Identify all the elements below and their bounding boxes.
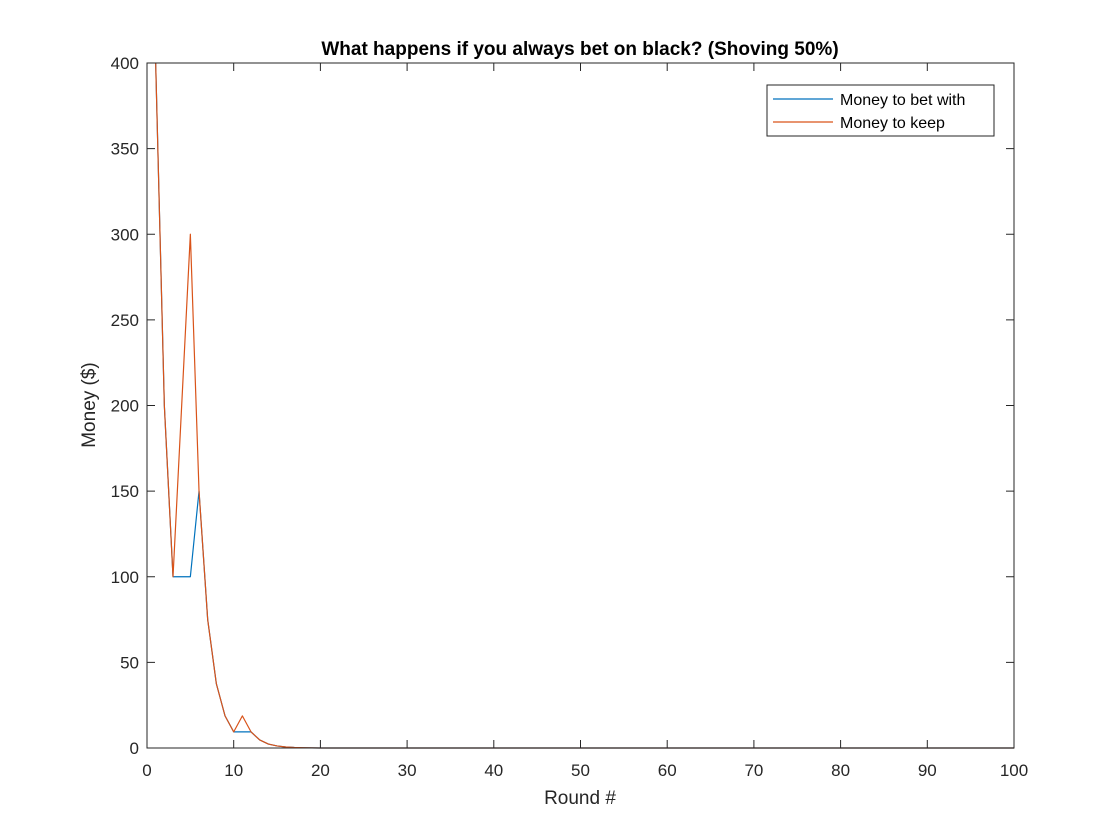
x-tick-label: 40: [484, 761, 503, 780]
x-tick-label: 30: [398, 761, 417, 780]
plot-area: [147, 63, 1014, 748]
x-tick-label: 0: [142, 761, 151, 780]
y-tick-label: 250: [111, 311, 139, 330]
legend-label-money-to-keep: Money to keep: [840, 115, 945, 132]
x-tick-label: 50: [571, 761, 590, 780]
y-tick-label: 100: [111, 568, 139, 587]
y-tick-label: 200: [111, 397, 139, 416]
y-tick-label: 300: [111, 225, 139, 244]
x-tick-label: 90: [918, 761, 937, 780]
y-axis-label: Money ($): [79, 362, 100, 448]
y-tick-label: 400: [111, 54, 139, 73]
x-tick-label: 80: [831, 761, 850, 780]
y-tick-label: 350: [111, 140, 139, 159]
x-axis-label: Round #: [544, 788, 616, 809]
chart-title: What happens if you always bet on black?…: [321, 39, 838, 60]
x-tick-label: 20: [311, 761, 330, 780]
legend: Money to bet with Money to keep: [766, 84, 995, 137]
y-tick-label: 0: [130, 739, 139, 758]
tick-layer: 0 10 20 30 40 50 60 70 80 90 100 0 50 100 150 200 250 300…: [111, 54, 1029, 780]
x-tick-label: 60: [658, 761, 677, 780]
legend-box: [766, 84, 995, 137]
y-tick-label: 150: [111, 482, 139, 501]
legend-label-money-to-bet-with: Money to bet with: [840, 92, 965, 109]
y-tick-label: 50: [120, 653, 139, 672]
x-tick-label: 70: [744, 761, 763, 780]
x-tick-label: 100: [1000, 761, 1028, 780]
x-tick-label: 10: [224, 761, 243, 780]
